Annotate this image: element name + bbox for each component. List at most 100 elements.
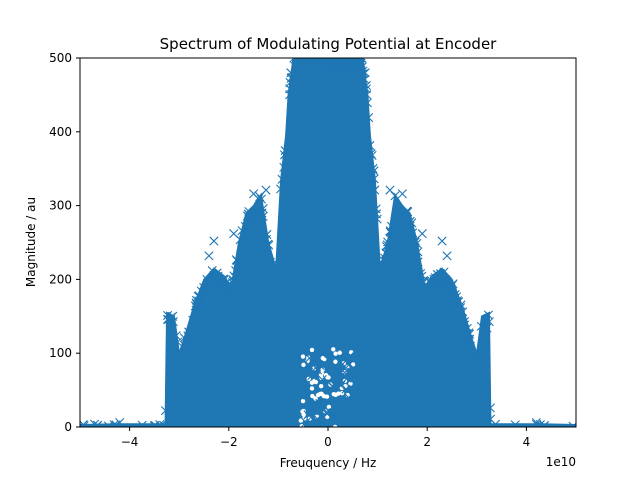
spectrum-point-outlier <box>115 417 125 427</box>
spectrum-point <box>225 293 235 303</box>
y-tick-label: 300 <box>49 199 72 213</box>
spectrum-point <box>485 403 495 413</box>
spectrum-point-notch <box>313 365 323 375</box>
spectrum-point <box>386 221 397 231</box>
spectrum-point <box>476 321 486 331</box>
spectrum-point-notch <box>302 390 312 400</box>
x-axis-label: Freuquency / Hz <box>280 456 377 470</box>
spectrum-point <box>162 314 173 325</box>
spectrum-point <box>369 174 379 184</box>
spectrum-point <box>301 65 311 75</box>
spectrum-point-outlier <box>209 236 219 246</box>
spectrum-point <box>356 60 366 70</box>
spectrum-point <box>419 285 429 295</box>
spectrum-point <box>191 299 202 310</box>
spectrum-notch-gap <box>309 347 315 353</box>
spectrum-point-notch <box>336 380 346 391</box>
spectrum-point <box>277 174 287 184</box>
spectrum-point <box>202 274 212 285</box>
spectrum-point-outlier <box>249 189 259 199</box>
spectrum-point <box>339 59 349 69</box>
spectrum-point-outlier <box>286 68 296 78</box>
spectrum-point <box>312 60 322 71</box>
spectrum-point-baseline <box>149 421 159 427</box>
spectrum-point <box>168 316 178 327</box>
spectrum-point <box>160 406 171 416</box>
spectrum-point <box>244 206 254 217</box>
spectrum-point <box>306 67 317 78</box>
spectrum-point <box>361 80 371 91</box>
spectrum-point <box>285 90 295 100</box>
spectrum-point <box>358 69 368 79</box>
spectrum-notch-gap <box>310 393 315 399</box>
spectrum-notch-gap <box>333 351 338 356</box>
spectrum-point-notch <box>321 407 331 418</box>
spectrum-point <box>394 206 404 216</box>
spectrum-point <box>446 283 456 293</box>
spectrum-notch-gap <box>301 412 306 417</box>
spectrum-point <box>244 219 255 229</box>
spectrum-point <box>415 268 426 279</box>
spectrum-point <box>432 269 443 280</box>
spectrum-point-notch <box>308 406 318 416</box>
spectrum-point-baseline <box>80 421 89 427</box>
spectrum-notch-gap <box>326 404 332 410</box>
spectrum-point-outlier <box>417 229 427 239</box>
spectrum-point-notch <box>315 361 325 371</box>
spectrum-point-outlier <box>360 68 370 78</box>
spectrum-point-notch <box>343 410 353 420</box>
spectrum-point-notch <box>310 416 320 426</box>
spectrum-point-notch <box>301 417 311 427</box>
spectrum-point-outlier <box>385 185 395 195</box>
spectrum-point <box>345 58 355 65</box>
spectrum-point <box>431 277 442 287</box>
spectrum-point <box>245 217 255 227</box>
spectrum-point-baseline <box>89 419 100 427</box>
x-tick-label: −2 <box>220 435 238 449</box>
spectrum-point <box>213 271 223 281</box>
x-axis: −4 −2 0 2 4 <box>121 427 530 449</box>
spectrum-notch-gap <box>337 350 342 355</box>
spectrum-point <box>237 226 247 236</box>
spectrum-point-notch <box>341 384 351 394</box>
spectrum-point <box>356 58 366 66</box>
spectrum-point <box>251 207 262 218</box>
spectrum-point <box>364 113 374 123</box>
spectrum-point <box>280 146 290 156</box>
spectrum-point <box>448 279 458 289</box>
y-tick-label: 400 <box>49 125 72 139</box>
spectrum-point <box>262 229 272 240</box>
spectrum-point-notch <box>342 402 353 413</box>
spectrum-point <box>367 150 377 161</box>
spectrum-point-outlier <box>442 251 452 261</box>
spectrum-point <box>371 204 381 214</box>
spectrum-point <box>228 275 238 285</box>
spectrum-point-baseline <box>510 420 520 427</box>
spectrum-point <box>358 66 368 76</box>
spectrum-point <box>405 221 415 231</box>
spectrum-point-outlier <box>229 229 239 239</box>
spectrum-point-notch <box>341 356 351 366</box>
spectrum-point <box>376 263 386 274</box>
spectrum-point <box>265 257 275 268</box>
spectrum-point <box>345 63 355 73</box>
y-tick-label: 0 <box>64 420 72 434</box>
chart-title: Spectrum of Modulating Potential at Enco… <box>160 35 498 53</box>
spectrum-point <box>379 256 389 266</box>
spectrum-point-notch <box>340 367 350 378</box>
spectrum-point <box>290 61 300 72</box>
spectrum-notch-gap <box>300 354 306 359</box>
y-axis: 0 100 200 300 400 500 <box>49 51 80 434</box>
x-tick-label: 2 <box>423 435 431 449</box>
spectrum-point <box>451 292 462 302</box>
spectrum-point-outlier <box>437 236 447 246</box>
spectrum-point <box>179 347 190 357</box>
x-tick-label: 0 <box>324 435 332 449</box>
spectrum-point <box>381 256 391 266</box>
spectrum-point-notch <box>308 402 318 412</box>
y-tick-label: 500 <box>49 51 72 65</box>
spectrum-point <box>385 233 395 243</box>
spectrum-point <box>256 194 267 204</box>
spectrum-point <box>276 184 286 194</box>
